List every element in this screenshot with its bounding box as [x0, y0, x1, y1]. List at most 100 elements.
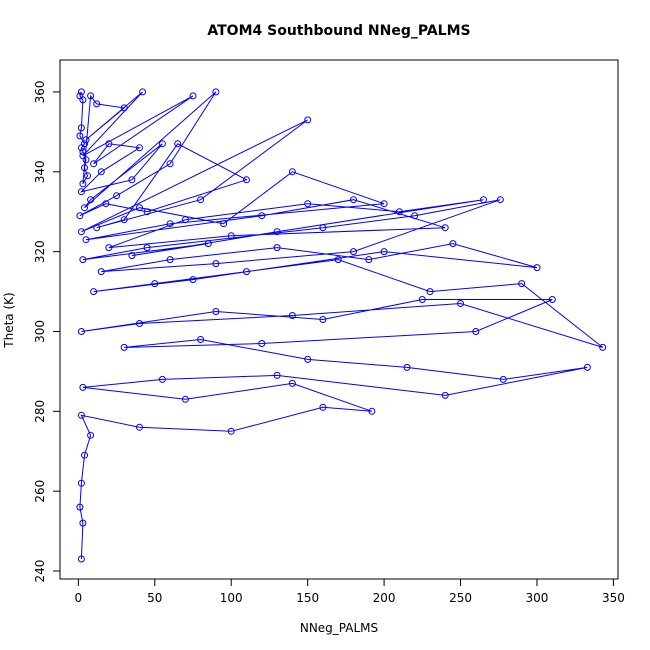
- data-point: [350, 248, 357, 256]
- data-point: [599, 343, 607, 351]
- data-point: [76, 132, 84, 140]
- data-point: [158, 140, 166, 148]
- data-point: [87, 196, 95, 204]
- data-point: [102, 200, 110, 208]
- data-point: [449, 240, 457, 248]
- data-point: [304, 355, 312, 363]
- data-point: [288, 312, 296, 319]
- data-point: [77, 228, 85, 236]
- x-tick-label: 350: [602, 591, 625, 605]
- y-tick-label: 300: [33, 320, 47, 343]
- data-point: [77, 479, 85, 487]
- data-point: [79, 383, 87, 391]
- data-point: [76, 503, 84, 511]
- data-point: [197, 336, 205, 343]
- data-point: [181, 395, 189, 403]
- data-point: [548, 296, 556, 303]
- data-point: [136, 204, 143, 212]
- data-point: [136, 320, 143, 327]
- data-point: [227, 232, 235, 240]
- data-point: [77, 555, 85, 563]
- data-point: [81, 204, 88, 212]
- data-point: [243, 268, 250, 276]
- data-point: [77, 124, 85, 132]
- data-point: [441, 391, 449, 399]
- data-point: [304, 116, 312, 124]
- data-point: [90, 160, 98, 168]
- x-tick-label: 200: [373, 591, 396, 605]
- data-point: [418, 296, 426, 303]
- y-tick-label: 260: [33, 480, 47, 503]
- data-point: [380, 248, 388, 256]
- data-point: [496, 196, 504, 204]
- x-tick-label: 50: [147, 591, 162, 605]
- data-point: [204, 240, 212, 248]
- data-point: [583, 363, 591, 371]
- data-point: [288, 168, 296, 176]
- data-point: [128, 252, 136, 260]
- data-point: [273, 244, 281, 252]
- series-line: [79, 91, 604, 560]
- data-point: [84, 172, 91, 180]
- data-point: [76, 212, 84, 220]
- data-point: [120, 104, 128, 112]
- x-tick-label: 0: [75, 591, 83, 605]
- data-point: [166, 160, 174, 168]
- data-point: [258, 212, 266, 220]
- data-point: [97, 268, 105, 276]
- data-point: [304, 200, 312, 208]
- data-point: [441, 224, 449, 232]
- data-point: [120, 343, 128, 351]
- y-tick-label: 240: [33, 560, 47, 583]
- data-point: [533, 264, 541, 272]
- data-point: [197, 196, 205, 204]
- data-point: [79, 152, 87, 160]
- data-point: [319, 224, 327, 232]
- data-point: [120, 216, 128, 224]
- data-point: [189, 92, 197, 100]
- data-point: [93, 100, 101, 108]
- data-point: [82, 236, 90, 244]
- data-point: [77, 188, 85, 196]
- data-point: [499, 375, 507, 383]
- data-point: [166, 256, 174, 264]
- data-point: [273, 371, 281, 379]
- data-point: [319, 316, 327, 323]
- data-point: [79, 519, 87, 527]
- data-point: [174, 140, 182, 148]
- data-point: [411, 212, 419, 220]
- data-point: [77, 88, 85, 96]
- y-tick-label: 340: [33, 160, 47, 183]
- data-point: [350, 196, 357, 204]
- data-point: [82, 136, 90, 144]
- chart-title: ATOM4 Southbound NNeg_PALMS: [207, 23, 470, 39]
- data-point: [472, 328, 480, 335]
- x-tick-label: 100: [220, 591, 243, 605]
- data-point: [143, 208, 151, 216]
- data-point: [212, 88, 220, 96]
- y-axis: 240 260 280 300 320 340 360: [33, 80, 61, 583]
- data-point: [136, 423, 143, 431]
- data-point: [258, 340, 266, 347]
- x-tick-label: 250: [449, 591, 472, 605]
- data-point: [79, 256, 87, 264]
- data-point: [128, 176, 136, 184]
- data-point: [403, 363, 411, 371]
- x-tick-label: 300: [526, 591, 549, 605]
- data-point: [158, 375, 166, 383]
- data-point: [220, 220, 228, 228]
- data-point: [480, 196, 487, 204]
- data-point: [79, 180, 87, 188]
- data-point: [166, 220, 174, 228]
- data-point: [212, 308, 220, 315]
- data-point: [151, 280, 159, 288]
- data-point: [81, 164, 88, 172]
- x-axis-label: NNeg_PALMS: [300, 621, 378, 635]
- x-axis: 0 50 100 150 200 250 300 350: [75, 578, 625, 605]
- data-point: [143, 244, 151, 252]
- data-point: [79, 96, 87, 104]
- y-axis-label: Theta (K): [2, 292, 16, 348]
- data-layer: [76, 88, 607, 563]
- data-point: [139, 88, 147, 96]
